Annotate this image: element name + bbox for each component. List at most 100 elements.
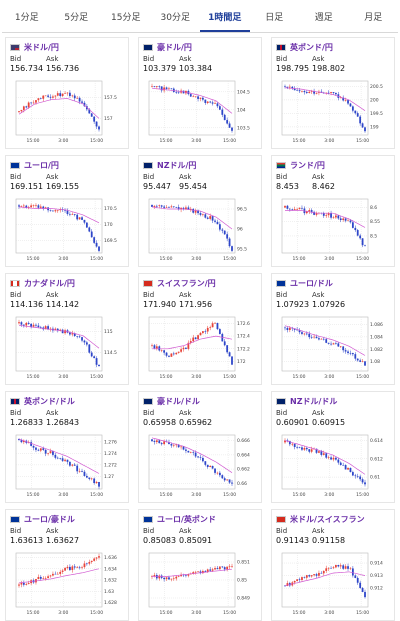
- hourly-chart[interactable]: 0.666 0.664 0.662 0.66 15:00 3:00 15:00: [141, 431, 259, 501]
- candle-body: [361, 238, 364, 246]
- currency-pair-link[interactable]: ユーロ/ドル: [290, 279, 333, 288]
- currency-card[interactable]: 豪ドル/ドル Bid Ask 0.65958 0.65962 0.666 0.66…: [138, 391, 262, 503]
- currency-card[interactable]: ユーロ/ドル Bid Ask 1.07923 1.07926 1.086 1.08…: [271, 273, 395, 385]
- currency-card[interactable]: NZドル/ドル Bid Ask 0.60901 0.60915 0.614 0.6…: [271, 391, 395, 503]
- chart-svg: 200.5 200 199.5 199 15:00 3:00 15:00: [281, 80, 383, 144]
- candle-body: [170, 206, 173, 208]
- hourly-chart[interactable]: 115 114.5 15:00 3:00 15:00: [8, 313, 126, 383]
- currency-card[interactable]: 米ドル/円 Bid Ask 156.734 156.736 157.5 157 15…: [5, 37, 129, 149]
- hourly-chart[interactable]: 8.6 8.55 8.5 15:00 3:00 15:00: [274, 195, 392, 265]
- currency-card[interactable]: スイスフラン/円 Bid Ask 171.940 171.956 172.6 17…: [138, 273, 262, 385]
- currency-card[interactable]: 豪ドル/円 Bid Ask 103.379 103.384 104.5 104 10…: [138, 37, 262, 149]
- candle-body: [197, 571, 199, 573]
- currency-card[interactable]: 英ポンド/ドル Bid Ask 1.26833 1.26843 1.276 1.2…: [5, 391, 129, 503]
- candle-body: [20, 205, 23, 207]
- candle-body: [296, 329, 299, 331]
- candle-body: [93, 356, 96, 359]
- currency-pair-link[interactable]: ユーロ/豪ドル: [24, 515, 75, 524]
- quote-values: 8.453 8.462: [276, 182, 335, 191]
- quote-labels: Bid Ask: [10, 173, 59, 181]
- hourly-chart[interactable]: 200.5 200 199.5 199 15:00 3:00 15:00: [274, 77, 392, 147]
- currency-card[interactable]: カナダドル/円 Bid Ask 114.136 114.142 115 114.5…: [5, 273, 129, 385]
- candle-body: [93, 478, 96, 484]
- x-tick-label: 3:00: [58, 138, 68, 144]
- candle-body: [163, 441, 166, 445]
- quote-labels: Bid Ask: [276, 291, 325, 299]
- currency-pair-link[interactable]: カナダドル/円: [24, 279, 75, 288]
- quote-values: 169.151 169.155: [10, 182, 79, 191]
- hourly-chart[interactable]: 172.6 172.4 172.2 172 15:00 3:00 15:00: [141, 313, 259, 383]
- currency-card[interactable]: ユーロ/豪ドル Bid Ask 1.63613 1.63627 1.636 1.6…: [5, 509, 129, 621]
- currency-card[interactable]: 米ドル/スイスフラン Bid Ask 0.91143 0.91158 0.914…: [271, 509, 395, 621]
- currency-card[interactable]: ランド/円 Bid Ask 8.453 8.462 8.6 8.55 8.5 15:0…: [271, 155, 395, 267]
- candle-body: [199, 457, 202, 458]
- currency-pair-link[interactable]: 米ドル/スイスフラン: [290, 515, 365, 524]
- candle-body: [356, 113, 359, 117]
- y-tick-label: 1.082: [370, 347, 383, 353]
- currency-pair-link[interactable]: NZドル/ドル: [290, 397, 338, 406]
- ask-value: 0.91158: [312, 536, 346, 545]
- candle-body: [66, 566, 69, 569]
- tab-timeframe-7[interactable]: 月足: [364, 13, 383, 23]
- hourly-chart[interactable]: 1.276 1.274 1.272 1.27 15:00 3:00 15:00: [8, 431, 126, 501]
- currency-card[interactable]: ユーロ/円 Bid Ask 169.151 169.155 170.5 170 16…: [5, 155, 129, 267]
- hourly-chart[interactable]: 96.5 96 95.5 15:00 3:00 15:00: [141, 195, 259, 265]
- bid-value: 1.26833: [10, 418, 44, 427]
- currency-pair-link[interactable]: 英ポンド/円: [290, 43, 333, 52]
- currency-pair-link[interactable]: 米ドル/円: [24, 43, 59, 52]
- candle-body: [221, 229, 224, 231]
- currency-card[interactable]: 英ポンド/円 Bid Ask 198.795 198.802 200.5 200 1…: [271, 37, 395, 149]
- tab-timeframe-1[interactable]: 5分足: [64, 13, 89, 23]
- candle-body: [313, 211, 315, 215]
- hourly-chart[interactable]: 1.086 1.084 1.082 1.08 15:00 3:00 15:00: [274, 313, 392, 383]
- tab-timeframe-5[interactable]: 日足: [265, 13, 284, 23]
- currency-card[interactable]: NZドル/円 Bid Ask 95.447 95.454 96.5 96 95.5 1…: [138, 155, 262, 267]
- candle-body: [298, 90, 301, 92]
- y-tick-label: 0.849: [237, 596, 250, 602]
- quote-values: 1.07923 1.07926: [276, 300, 345, 309]
- candle-body: [223, 478, 226, 481]
- candle-body: [308, 210, 311, 212]
- currency-pair-link[interactable]: 英ポンド/ドル: [24, 397, 75, 406]
- tab-timeframe-3[interactable]: 30分足: [160, 13, 190, 23]
- hourly-chart[interactable]: 0.614 0.612 0.61 15:00 3:00 15:00: [274, 431, 392, 501]
- moving-average-line: [284, 87, 366, 111]
- candle-body: [73, 566, 76, 568]
- candle-body: [90, 352, 93, 357]
- candle-body: [25, 106, 28, 108]
- hourly-chart[interactable]: 0.851 0.85 0.849 15:00 3:00 15:00: [141, 549, 259, 619]
- tab-timeframe-6[interactable]: 週足: [314, 13, 333, 23]
- currency-pair-link[interactable]: ランド/円: [290, 161, 325, 170]
- candle-body: [216, 103, 219, 107]
- tab-timeframe-4[interactable]: 1時間足: [200, 4, 250, 32]
- currency-pair-link[interactable]: NZドル/円: [157, 161, 197, 170]
- hourly-chart[interactable]: 1.636 1.634 1.632 1.63 1.628 15:00 3:00 15:00: [8, 549, 126, 619]
- candle-body: [305, 333, 308, 335]
- currency-pair-link[interactable]: ユーロ/英ポンド: [157, 515, 216, 524]
- hourly-chart[interactable]: 0.914 0.913 0.912 15:00 3:00 15:00: [274, 549, 392, 619]
- candle-body: [39, 327, 42, 328]
- candle-body: [347, 566, 349, 569]
- currency-pair-link[interactable]: スイスフラン/円: [157, 279, 216, 288]
- tab-timeframe-0[interactable]: 1分足: [14, 13, 39, 23]
- quote-values: 95.447 95.454: [143, 182, 207, 191]
- candle-body: [342, 218, 345, 221]
- candle-body: [305, 447, 308, 450]
- candle-body: [189, 452, 192, 453]
- candle-body: [160, 86, 163, 91]
- currency-card[interactable]: ユーロ/英ポンド Bid Ask 0.85083 0.85091 0.851 0.…: [138, 509, 262, 621]
- currency-pair-link[interactable]: ユーロ/円: [24, 161, 59, 170]
- chart-svg: 170.5 170 169.5 15:00 3:00 15:00: [15, 198, 117, 262]
- currency-pair-link[interactable]: 豪ドル/ドル: [157, 397, 200, 406]
- currency-pair-link[interactable]: 豪ドル/円: [157, 43, 192, 52]
- candle-body: [322, 453, 325, 455]
- y-tick-label: 114.5: [104, 350, 117, 356]
- candle-body: [206, 327, 209, 332]
- candle-body: [44, 95, 47, 97]
- hourly-chart[interactable]: 157.5 157 15:00 3:00 15:00: [8, 77, 126, 147]
- candle-body: [327, 92, 330, 94]
- candle-body: [286, 327, 289, 331]
- hourly-chart[interactable]: 170.5 170 169.5 15:00 3:00 15:00: [8, 195, 126, 265]
- tab-timeframe-2[interactable]: 15分足: [111, 13, 141, 23]
- hourly-chart[interactable]: 104.5 104 103.5 15:00 3:00 15:00: [141, 77, 259, 147]
